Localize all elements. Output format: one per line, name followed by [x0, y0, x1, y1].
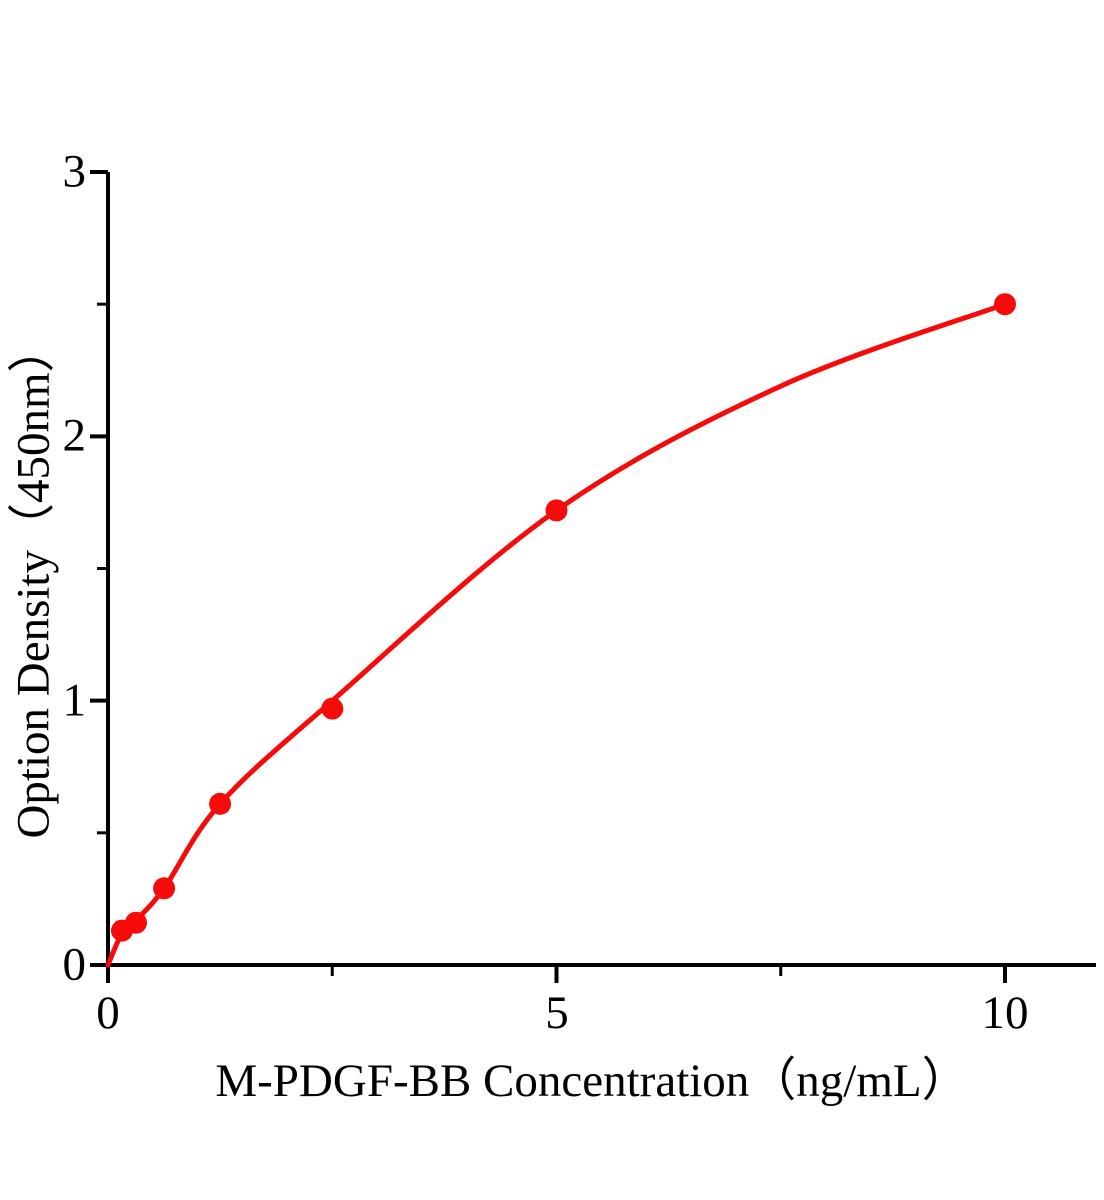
x-axis-title: M-PDGF-BB Concentration（ng/mL） [215, 1055, 969, 1107]
y-axis-title: Option Density（450nm） [7, 325, 60, 839]
axis-ticks [90, 170, 1007, 983]
axes [106, 172, 1096, 967]
x-tick-label-10: 10 [981, 987, 1029, 1039]
x-tick-label-5: 5 [545, 987, 569, 1039]
data-point [545, 499, 568, 522]
data-point [125, 911, 147, 934]
x-tick-label-0: 0 [96, 987, 120, 1039]
fit-curve [105, 301, 1008, 968]
data-point [994, 293, 1016, 316]
y-tick-label-1: 1 [62, 674, 87, 727]
data-point [153, 877, 176, 900]
data-points [111, 293, 1016, 942]
y-tick-label-3: 3 [62, 145, 87, 198]
data-point [209, 792, 232, 815]
y-tick-label-2: 2 [62, 409, 87, 462]
y-tick-label-0: 0 [62, 938, 87, 991]
data-point [321, 697, 344, 720]
